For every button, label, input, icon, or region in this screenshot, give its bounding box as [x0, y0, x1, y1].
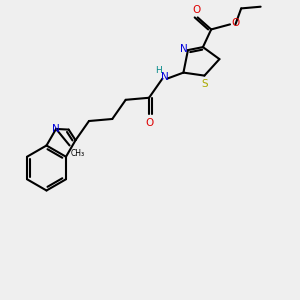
Text: N: N: [52, 124, 60, 134]
Text: O: O: [146, 118, 154, 128]
Text: N: N: [181, 44, 188, 54]
Text: S: S: [201, 79, 208, 89]
Text: O: O: [232, 19, 240, 28]
Text: CH₃: CH₃: [71, 149, 85, 158]
Text: O: O: [192, 5, 200, 15]
Text: H: H: [155, 66, 162, 75]
Text: N: N: [161, 72, 169, 82]
